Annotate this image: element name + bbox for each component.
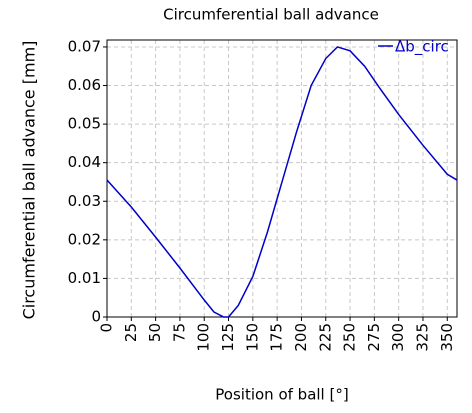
y-tick-label: 0.02 (68, 230, 101, 248)
x-tick-label: 0 (98, 323, 116, 333)
y-tick-label: 0.07 (68, 37, 101, 55)
x-tick-label: 275 (365, 323, 383, 352)
y-tick-label: 0.05 (68, 115, 101, 133)
x-tick-label: 150 (243, 323, 261, 352)
y-tick-label: 0 (91, 308, 101, 326)
y-tick-label: 0.03 (68, 192, 101, 210)
x-tick-label: 350 (438, 323, 456, 352)
y-tick-label: 0.06 (68, 76, 101, 94)
data-line (106, 46, 458, 318)
x-axis-label: Position of ball [°] (215, 386, 348, 404)
x-tick-label: 75 (170, 323, 188, 342)
x-tick-label: 225 (316, 323, 334, 352)
chart-title: Circumferential ball advance (163, 6, 379, 24)
x-tick-label: 325 (413, 323, 431, 352)
x-tick-label: 100 (195, 323, 213, 352)
x-tick-label: 175 (268, 323, 286, 352)
x-tick-label: 50 (146, 323, 164, 342)
x-tick-label: 250 (341, 323, 359, 352)
y-tick-label: 0.04 (68, 153, 101, 171)
y-tick-label: 0.01 (68, 269, 101, 287)
plot-frame (106, 39, 458, 318)
y-axis-label: Circumferential ball advance [mm] (20, 41, 39, 320)
legend-label: Δb_circ (395, 38, 449, 57)
x-tick-label: 125 (219, 323, 237, 352)
x-tick-label: 25 (122, 323, 140, 342)
x-tick-label: 300 (389, 323, 407, 352)
x-tick-label: 200 (292, 323, 310, 352)
